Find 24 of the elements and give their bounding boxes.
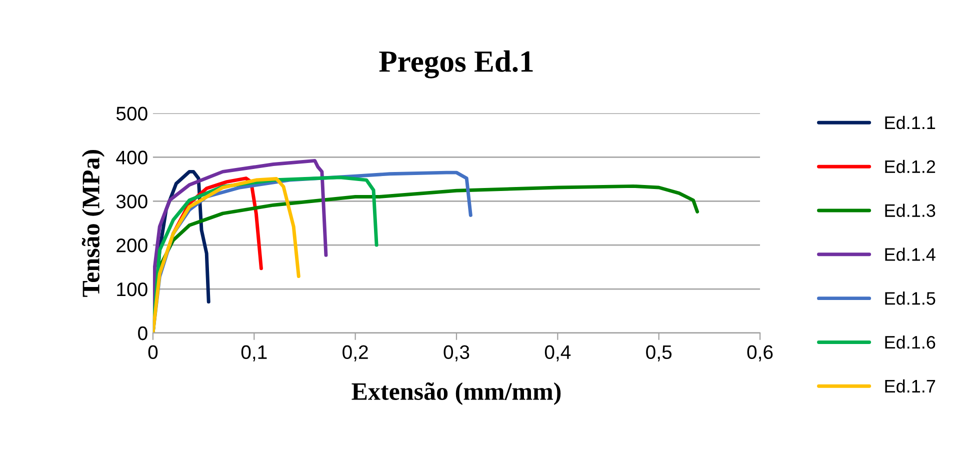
x-tick-label: 0,1 [241, 345, 267, 362]
y-tick-label: 400 [116, 150, 148, 164]
legend-label: Ed.1.4 [885, 248, 936, 261]
x-tick-label: 0,6 [747, 345, 773, 362]
chart-title: Pregos Ed.1 [379, 50, 533, 78]
x-axis-title: Extensão (mm/mm) [352, 382, 561, 406]
legend-label: Ed.1.3 [885, 204, 936, 217]
x-tick-label: 0,2 [342, 345, 368, 362]
y-tick-label: 0 [138, 326, 148, 340]
x-tick-label: 0,4 [544, 345, 571, 362]
y-tick-label: 300 [116, 194, 148, 208]
x-tick-label: 0,3 [444, 345, 470, 362]
legend-label: Ed.1.6 [885, 335, 936, 349]
legend-label: Ed.1.2 [885, 160, 936, 174]
legend-label: Ed.1.1 [885, 116, 936, 130]
legend-label: Ed.1.5 [885, 292, 936, 305]
legend-label: Ed.1.7 [885, 379, 936, 393]
y-tick-label: 200 [116, 238, 148, 252]
y-axis-title: Tensão (MPa) [82, 150, 105, 297]
x-tick-label: 0 [148, 345, 158, 360]
y-tick-label: 100 [117, 282, 148, 296]
y-tick-label: 500 [116, 106, 148, 120]
x-tick-label: 0,5 [646, 345, 672, 362]
line-series [152, 176, 300, 333]
